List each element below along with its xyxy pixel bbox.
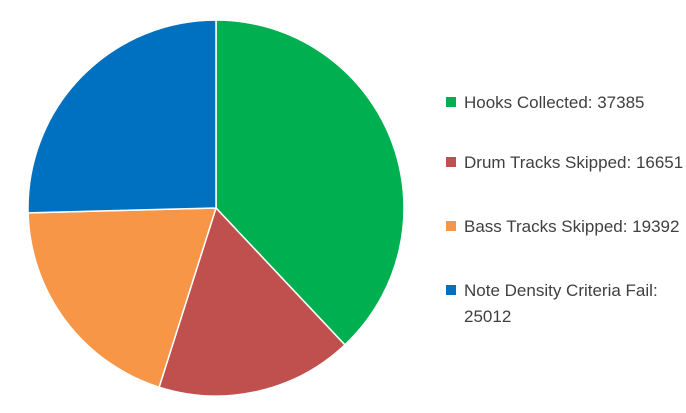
legend-label-hooks-collected: Hooks Collected: 37385 <box>464 93 645 112</box>
legend-swatch-note-density-criteria-fail <box>446 285 456 295</box>
legend-item-note-density-criteria-fail: Note Density Criteria Fail: 25012 <box>446 278 684 330</box>
legend-item-drum-tracks-skipped: Drum Tracks Skipped: 16651 <box>446 150 684 176</box>
pie-slice-hooks-collected <box>215 19 405 346</box>
pie-slice-note-density-criteria-fail <box>27 19 217 214</box>
legend-label-note-density-criteria-fail: Note Density Criteria Fail: 25012 <box>464 281 658 326</box>
legend-item-hooks-collected: Hooks Collected: 37385 <box>446 90 684 116</box>
legend-swatch-hooks-collected <box>446 97 456 107</box>
legend-swatch-drum-tracks-skipped <box>446 157 456 167</box>
legend-label-drum-tracks-skipped: Drum Tracks Skipped: 16651 <box>464 153 684 172</box>
legend-item-bass-tracks-skipped: Bass Tracks Skipped: 19392 <box>446 214 684 240</box>
legend-label-bass-tracks-skipped: Bass Tracks Skipped: 19392 <box>464 217 680 236</box>
legend-swatch-bass-tracks-skipped <box>446 221 456 231</box>
pie-slice-bass-tracks-skipped <box>27 207 218 389</box>
pie-slice-drum-tracks-skipped <box>158 206 346 397</box>
